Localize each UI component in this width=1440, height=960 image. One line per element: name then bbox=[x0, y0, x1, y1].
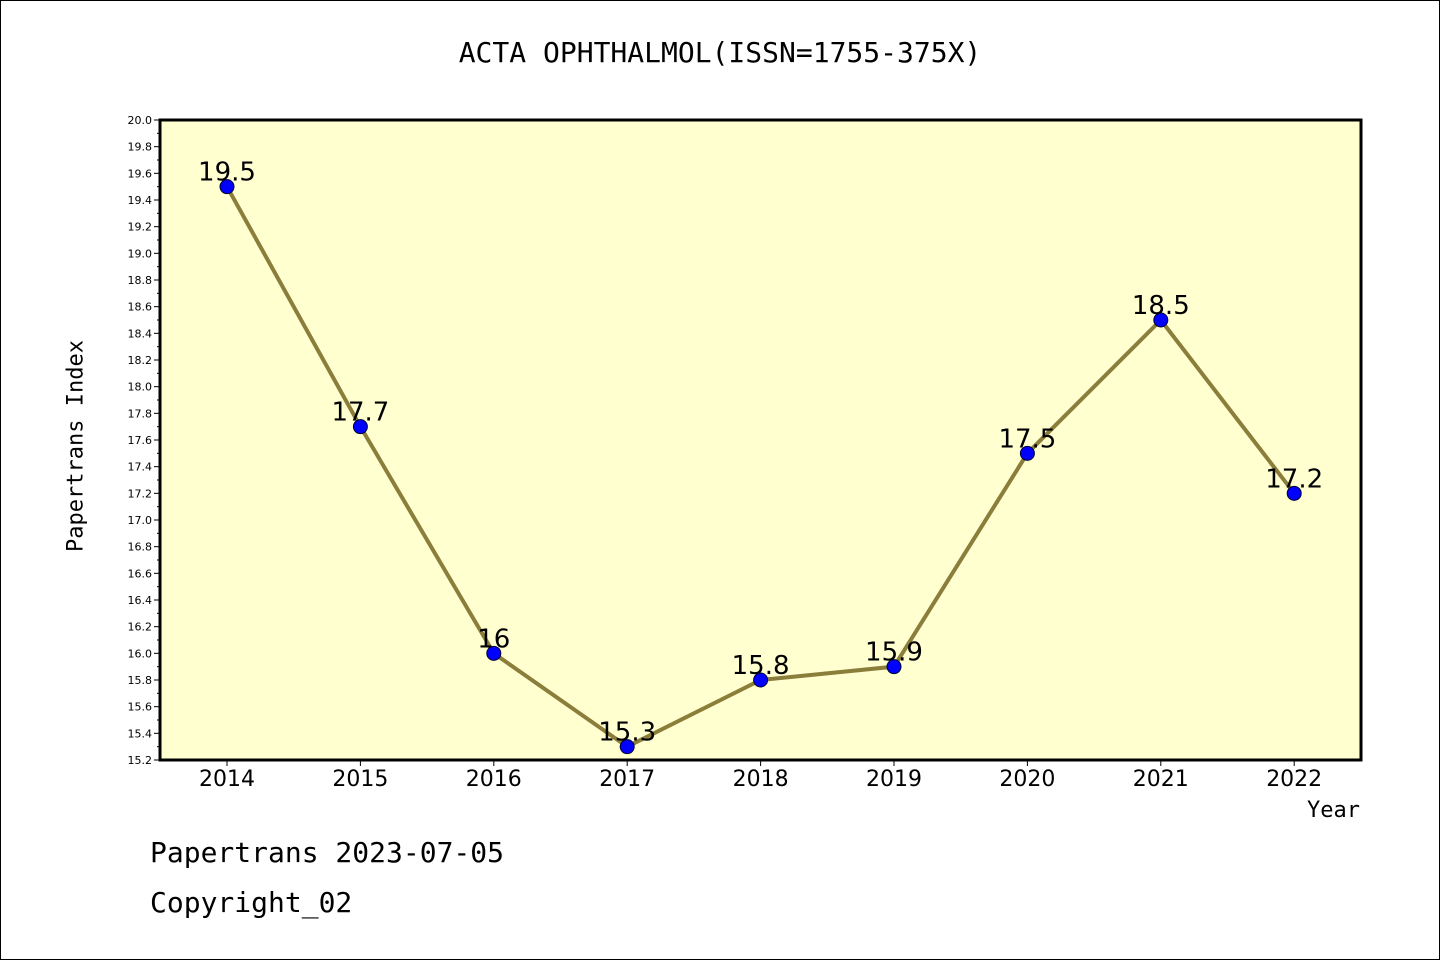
y-tick-label: 17.2 bbox=[128, 487, 153, 500]
data-label: 16 bbox=[477, 624, 510, 654]
footer-date: Papertrans 2023-07-05 bbox=[150, 836, 505, 869]
footer-copyright: Copyright_02 bbox=[150, 886, 353, 919]
y-tick-label: 16.0 bbox=[128, 647, 153, 660]
x-tick-label: 2022 bbox=[1266, 767, 1322, 792]
y-tick-label: 19.0 bbox=[128, 247, 153, 260]
y-tick-label: 17.8 bbox=[128, 407, 153, 420]
y-tick-label: 16.4 bbox=[128, 594, 153, 607]
y-tick-label: 15.8 bbox=[128, 674, 153, 687]
plot-border bbox=[158, 118, 1363, 762]
data-point bbox=[1019, 445, 1035, 461]
data-point bbox=[619, 739, 635, 755]
plot-area bbox=[160, 120, 1361, 760]
y-tick-label: 18.0 bbox=[128, 381, 153, 394]
data-point bbox=[886, 659, 902, 675]
data-label: 17.7 bbox=[331, 398, 389, 428]
data-label: 15.9 bbox=[865, 638, 923, 668]
x-tick-label: 2021 bbox=[1133, 767, 1189, 792]
data-point bbox=[1153, 312, 1169, 328]
y-tick-label: 17.0 bbox=[128, 514, 153, 527]
y-tick-label: 15.6 bbox=[128, 701, 153, 714]
chart-title: ACTA OPHTHALMOL(ISSN=1755-375X) bbox=[458, 36, 982, 69]
data-label: 15.3 bbox=[598, 718, 656, 748]
y-tick-label: 15.2 bbox=[128, 754, 153, 767]
x-tick-label: 2015 bbox=[332, 767, 388, 792]
data-point bbox=[352, 419, 368, 435]
data-point bbox=[486, 645, 502, 661]
y-tick-label: 19.8 bbox=[128, 141, 153, 154]
y-tick-label: 18.2 bbox=[128, 354, 153, 367]
y-tick-label: 16.2 bbox=[128, 621, 153, 634]
data-point bbox=[219, 179, 235, 195]
y-tick-label: 19.2 bbox=[128, 221, 153, 234]
x-tick-label: 2014 bbox=[199, 767, 255, 792]
y-tick-label: 17.4 bbox=[128, 461, 153, 474]
y-tick-label: 19.6 bbox=[128, 167, 153, 180]
y-tick-label: 18.4 bbox=[128, 327, 153, 340]
data-label: 17.2 bbox=[1265, 464, 1323, 494]
data-label: 15.8 bbox=[732, 651, 790, 681]
data-label: 17.5 bbox=[998, 424, 1056, 454]
data-point bbox=[1286, 485, 1302, 501]
data-point bbox=[753, 672, 769, 688]
y-tick-label: 16.6 bbox=[128, 567, 153, 580]
x-axis-label: Year bbox=[1307, 798, 1360, 823]
y-tick-label: 19.4 bbox=[128, 194, 153, 207]
data-label: 19.5 bbox=[198, 158, 256, 188]
y-tick-label: 17.6 bbox=[128, 434, 153, 447]
y-tick-label: 15.4 bbox=[128, 727, 153, 740]
y-tick-label: 20.0 bbox=[128, 114, 153, 127]
x-tick-label: 2018 bbox=[733, 767, 789, 792]
y-tick-label: 18.8 bbox=[128, 274, 153, 287]
y-tick-label: 18.6 bbox=[128, 301, 153, 314]
x-tick-label: 2017 bbox=[599, 767, 655, 792]
y-tick-label: 16.8 bbox=[128, 541, 153, 554]
x-tick-label: 2016 bbox=[466, 767, 522, 792]
x-tick-label: 2019 bbox=[866, 767, 922, 792]
x-tick-label: 2020 bbox=[999, 767, 1055, 792]
data-label: 18.5 bbox=[1132, 291, 1190, 321]
